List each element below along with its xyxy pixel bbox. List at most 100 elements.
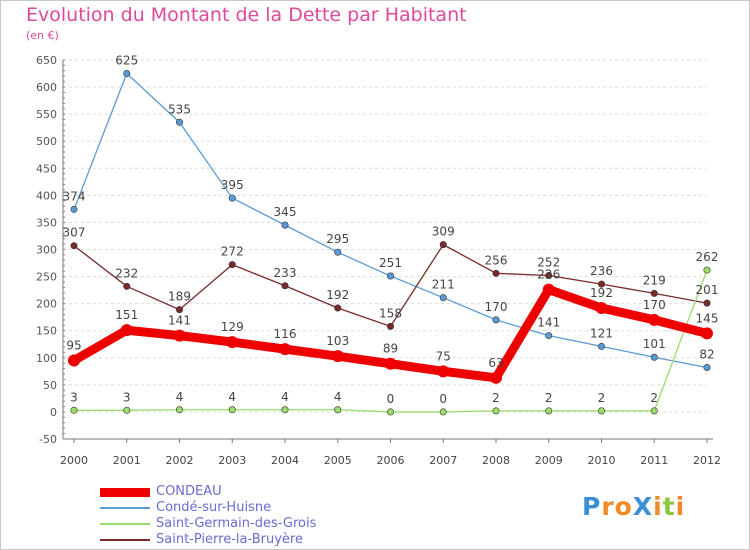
data-label: 170 [485, 300, 508, 314]
legend-swatch [100, 488, 150, 497]
data-point [120, 324, 133, 337]
data-label: 4 [228, 390, 236, 404]
data-label: 145 [696, 311, 719, 325]
data-point [595, 301, 608, 314]
data-label: 3 [70, 390, 78, 404]
logo-letter: i [653, 492, 663, 521]
data-point [68, 354, 80, 367]
data-label: 192 [590, 286, 613, 300]
data-label: 251 [379, 256, 402, 270]
data-point [648, 313, 661, 326]
logo-letter: r [601, 492, 615, 521]
x-tick-label: 2006 [377, 454, 405, 467]
data-point [173, 329, 186, 342]
y-tick-label: 250 [36, 271, 57, 284]
data-point [281, 221, 289, 229]
data-point [281, 406, 289, 414]
data-point [703, 364, 711, 372]
y-tick-label: 600 [36, 81, 57, 94]
data-label: 4 [334, 390, 342, 404]
data-point [439, 241, 447, 249]
data-label: 307 [63, 226, 86, 240]
data-label: 374 [63, 189, 86, 203]
data-label: 4 [281, 390, 289, 404]
data-point [123, 282, 131, 290]
data-point [123, 70, 131, 78]
data-label: 121 [590, 326, 613, 340]
data-label: 309 [432, 225, 455, 239]
data-point [281, 282, 289, 290]
x-tick-label: 2005 [324, 454, 352, 467]
data-point [437, 365, 450, 378]
data-point [545, 332, 553, 340]
data-point [228, 261, 236, 269]
x-tick-label: 2011 [640, 454, 668, 467]
data-point [386, 408, 394, 416]
data-point [492, 407, 500, 415]
data-point [703, 299, 711, 307]
x-tick-label: 2000 [60, 454, 88, 467]
data-point [334, 248, 342, 256]
data-label: 219 [643, 273, 666, 287]
y-tick-label: 400 [36, 189, 57, 202]
data-point [123, 406, 131, 414]
chart-subtitle: (en €) [26, 29, 59, 42]
logo-letter: i [675, 492, 686, 521]
y-tick-label: 550 [36, 108, 57, 121]
data-label: 252 [537, 255, 560, 269]
x-tick-label: 2012 [693, 454, 721, 467]
data-label: 0 [439, 392, 447, 406]
legend-swatch [100, 523, 150, 525]
data-point [70, 205, 78, 213]
data-point [439, 294, 447, 302]
data-label: 103 [326, 334, 349, 348]
data-point [386, 272, 394, 280]
data-label: 75 [436, 349, 451, 363]
data-label: 236 [590, 264, 613, 278]
y-tick-label: 350 [36, 216, 57, 229]
data-label: 262 [696, 250, 719, 264]
data-label: 82 [699, 348, 714, 362]
y-tick-label: 450 [36, 162, 57, 175]
data-point [334, 406, 342, 414]
data-label: 101 [643, 337, 666, 351]
data-label: 226 [537, 268, 560, 282]
logo-letter: P [582, 492, 602, 521]
data-point [703, 266, 711, 274]
legend-swatch [100, 507, 150, 509]
data-point [384, 357, 397, 370]
data-point [176, 306, 184, 314]
data-label: 535 [168, 102, 191, 116]
y-tick-label: 200 [36, 298, 57, 311]
data-point [545, 271, 553, 279]
data-point [386, 322, 394, 330]
data-label: 395 [221, 178, 244, 192]
y-tick-label: 650 [36, 54, 57, 67]
data-label: 256 [485, 253, 508, 267]
data-label: 211 [432, 278, 455, 292]
data-point [176, 118, 184, 126]
data-point [70, 242, 78, 250]
x-tick-label: 2008 [482, 454, 510, 467]
data-point [226, 336, 239, 349]
legend-label: Condé-sur-Huisne [156, 500, 272, 515]
data-label: 345 [274, 205, 297, 219]
legend-label: Saint-Pierre-la-Bruyère [156, 532, 303, 547]
data-label: 95 [66, 338, 81, 352]
data-point [228, 406, 236, 414]
chart-title: Evolution du Montant de la Dette par Hab… [26, 4, 467, 26]
data-label: 625 [115, 54, 138, 68]
data-label: 158 [379, 306, 402, 320]
data-point [545, 407, 553, 415]
y-tick-label: 150 [36, 325, 57, 338]
data-label: 201 [696, 283, 719, 297]
data-label: 141 [168, 314, 191, 328]
data-label: 192 [326, 288, 349, 302]
x-tick-label: 2002 [166, 454, 194, 467]
data-label: 63 [488, 356, 503, 370]
x-tick-label: 2010 [588, 454, 616, 467]
data-label: 0 [387, 392, 395, 406]
data-point [597, 342, 605, 350]
x-tick-label: 2004 [271, 454, 299, 467]
data-point [176, 406, 184, 414]
